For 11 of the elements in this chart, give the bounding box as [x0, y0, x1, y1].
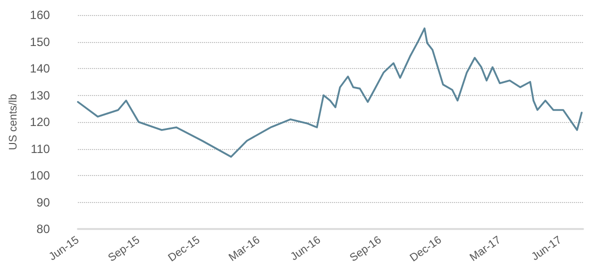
line-series [77, 27, 583, 158]
y-tick-label: 100 [30, 168, 50, 182]
y-tick-label: 80 [36, 222, 50, 236]
y-axis-title: US cents/lb [8, 94, 20, 150]
y-tick-label: 110 [30, 142, 50, 156]
y-tick-label: 90 [36, 195, 50, 210]
y-tick-label: 140 [30, 62, 50, 76]
y-tick-label: 120 [30, 115, 50, 129]
y-tick-label: 130 [30, 88, 50, 102]
y-tick-label: 160 [30, 8, 50, 22]
y-tick-label: 150 [30, 34, 50, 49]
